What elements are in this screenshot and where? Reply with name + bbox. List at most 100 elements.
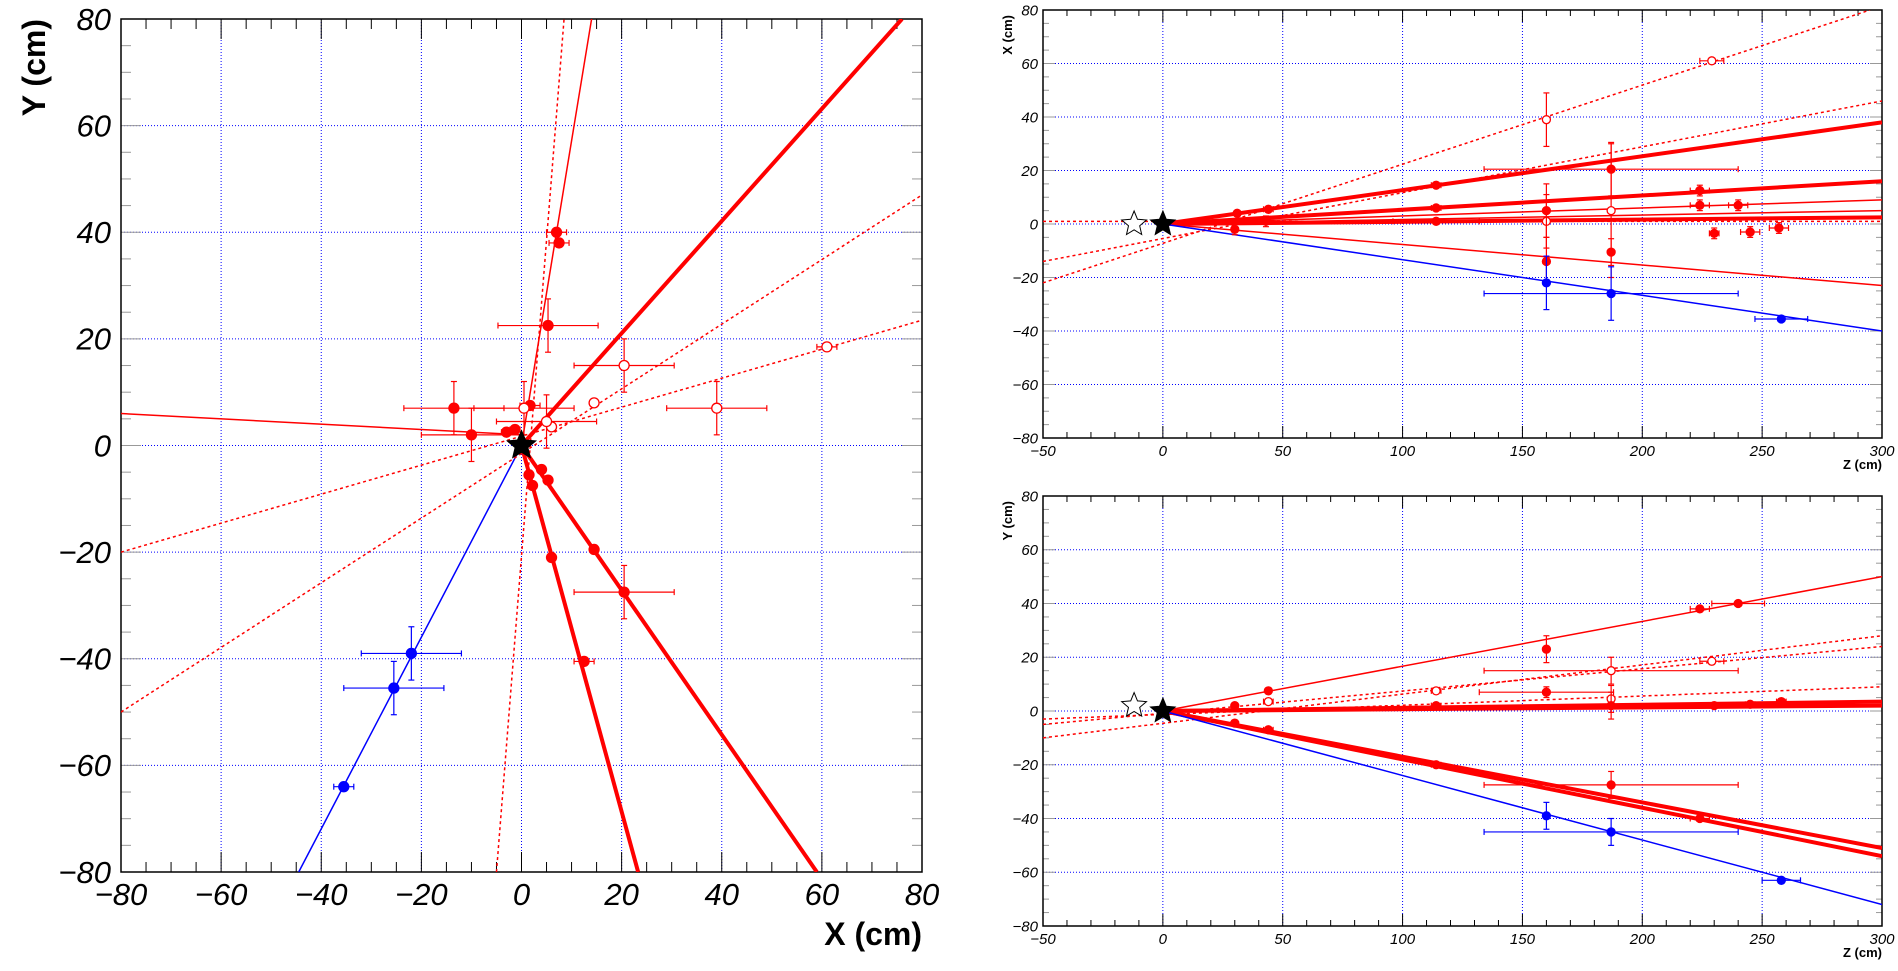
- hit-point: [1699, 56, 1725, 66]
- filled-marker: [1776, 696, 1786, 707]
- x-tick-label: −40: [295, 877, 348, 912]
- filled-marker: [1606, 780, 1616, 790]
- filled-marker: [1695, 604, 1705, 614]
- track-line-thin: [1162, 575, 1882, 712]
- y-tick-label: −40: [1013, 323, 1039, 340]
- hit-point: [1727, 199, 1749, 212]
- y-tick-label: 0: [94, 428, 111, 463]
- filled-marker: [1263, 725, 1273, 735]
- y-tick-label: 20: [76, 322, 111, 357]
- open-star-marker: [1120, 209, 1148, 236]
- filled-marker: [1709, 228, 1719, 239]
- hit-point: [1541, 801, 1552, 830]
- y-tick-label: 0: [1030, 703, 1039, 720]
- y-tick-label: −40: [58, 642, 111, 677]
- track-line-thick: [1162, 703, 1882, 713]
- y-tick-label: 20: [1020, 163, 1038, 180]
- hit-point: [1392, 216, 1480, 226]
- y-tick-label: 40: [77, 215, 111, 250]
- filled-marker: [1733, 598, 1743, 609]
- hit-point: [1775, 696, 1787, 707]
- filled-marker: [405, 647, 418, 660]
- x-tick-label: 0: [513, 877, 530, 912]
- x-tick-label: 0: [1159, 443, 1168, 460]
- y-tick-label: 80: [77, 2, 111, 37]
- hit-point: [1430, 686, 1442, 696]
- hit-point: [588, 543, 600, 556]
- track-line-thick: [1162, 179, 1882, 226]
- hit-point: [1744, 699, 1756, 709]
- open-marker: [588, 397, 600, 409]
- x-tick-label: 200: [1629, 443, 1656, 460]
- filled-marker: [1230, 700, 1240, 711]
- filled-marker: [448, 402, 460, 414]
- hit-point: [1689, 184, 1711, 197]
- x-tick-label: −20: [395, 877, 448, 912]
- filled-marker: [1606, 700, 1616, 711]
- hit-point: [1483, 656, 1739, 685]
- x-tick-label: 100: [1390, 443, 1416, 460]
- hit-point: [1761, 875, 1802, 885]
- hit-point: [1262, 696, 1274, 707]
- track-line-dashed: [1043, 635, 1882, 739]
- filled-marker: [1261, 216, 1271, 226]
- open-marker: [1263, 696, 1273, 707]
- hit-point: [497, 298, 599, 353]
- x-tick-label: 20: [603, 877, 638, 912]
- open-marker: [821, 341, 833, 353]
- hit-point: [573, 564, 675, 620]
- y-tick-label: −20: [1013, 270, 1039, 287]
- open-marker: [1431, 686, 1441, 696]
- x-tick-label: 60: [805, 877, 839, 912]
- x-tick-label: 250: [1749, 931, 1776, 948]
- filled-marker: [1263, 686, 1273, 696]
- hit-point: [1230, 718, 1240, 728]
- filled-marker: [1431, 700, 1441, 711]
- filled-marker: [553, 237, 565, 249]
- x-tick-label: 250: [1749, 443, 1776, 460]
- filled-marker: [523, 469, 535, 481]
- filled-marker: [526, 479, 539, 492]
- filled-marker: [1606, 247, 1616, 257]
- filled-marker: [1745, 699, 1755, 709]
- filled-marker: [578, 655, 590, 668]
- plot-frame: [1042, 9, 1883, 439]
- y-tick-label: 40: [1021, 596, 1038, 613]
- hit-point: [1739, 226, 1761, 238]
- track-line-thick: [1162, 709, 1882, 859]
- hit-point: [1483, 770, 1739, 799]
- track-line-thin: [121, 412, 522, 436]
- track-line-thin: [1162, 710, 1882, 906]
- x-tick-label: 300: [1869, 443, 1895, 460]
- filled-marker: [1695, 200, 1705, 210]
- filled-marker: [1745, 227, 1755, 237]
- filled-marker: [550, 226, 563, 238]
- filled-marker: [1431, 216, 1441, 226]
- y-tick-label: 60: [1021, 542, 1038, 559]
- y-tick-label: 60: [77, 108, 111, 143]
- hit-point: [1606, 238, 1616, 267]
- filled-marker: [1230, 718, 1240, 728]
- filled-marker: [509, 423, 521, 436]
- x-tick-label: −50: [1030, 443, 1056, 460]
- hit-point: [1262, 204, 1274, 214]
- track-line-thin: [1162, 223, 1882, 332]
- filled-marker: [1541, 811, 1552, 821]
- open-marker: [618, 359, 630, 372]
- x-tick-label: 80: [905, 877, 939, 912]
- y-axis-title: X (cm): [1000, 15, 1015, 55]
- filled-marker: [1431, 203, 1441, 213]
- hit-point: [573, 655, 595, 668]
- y-tick-label: 60: [1021, 56, 1038, 73]
- hit-point: [1478, 686, 1615, 699]
- x-tick-label: 50: [1274, 931, 1291, 948]
- y-tick-label: −20: [58, 535, 111, 570]
- filled-marker: [1431, 760, 1441, 770]
- hit-point: [1708, 700, 1720, 711]
- hit-point: [1430, 760, 1442, 770]
- filled-marker: [1541, 205, 1552, 216]
- open-marker: [518, 402, 530, 414]
- filled-marker: [1733, 200, 1743, 210]
- hit-point: [1483, 266, 1739, 321]
